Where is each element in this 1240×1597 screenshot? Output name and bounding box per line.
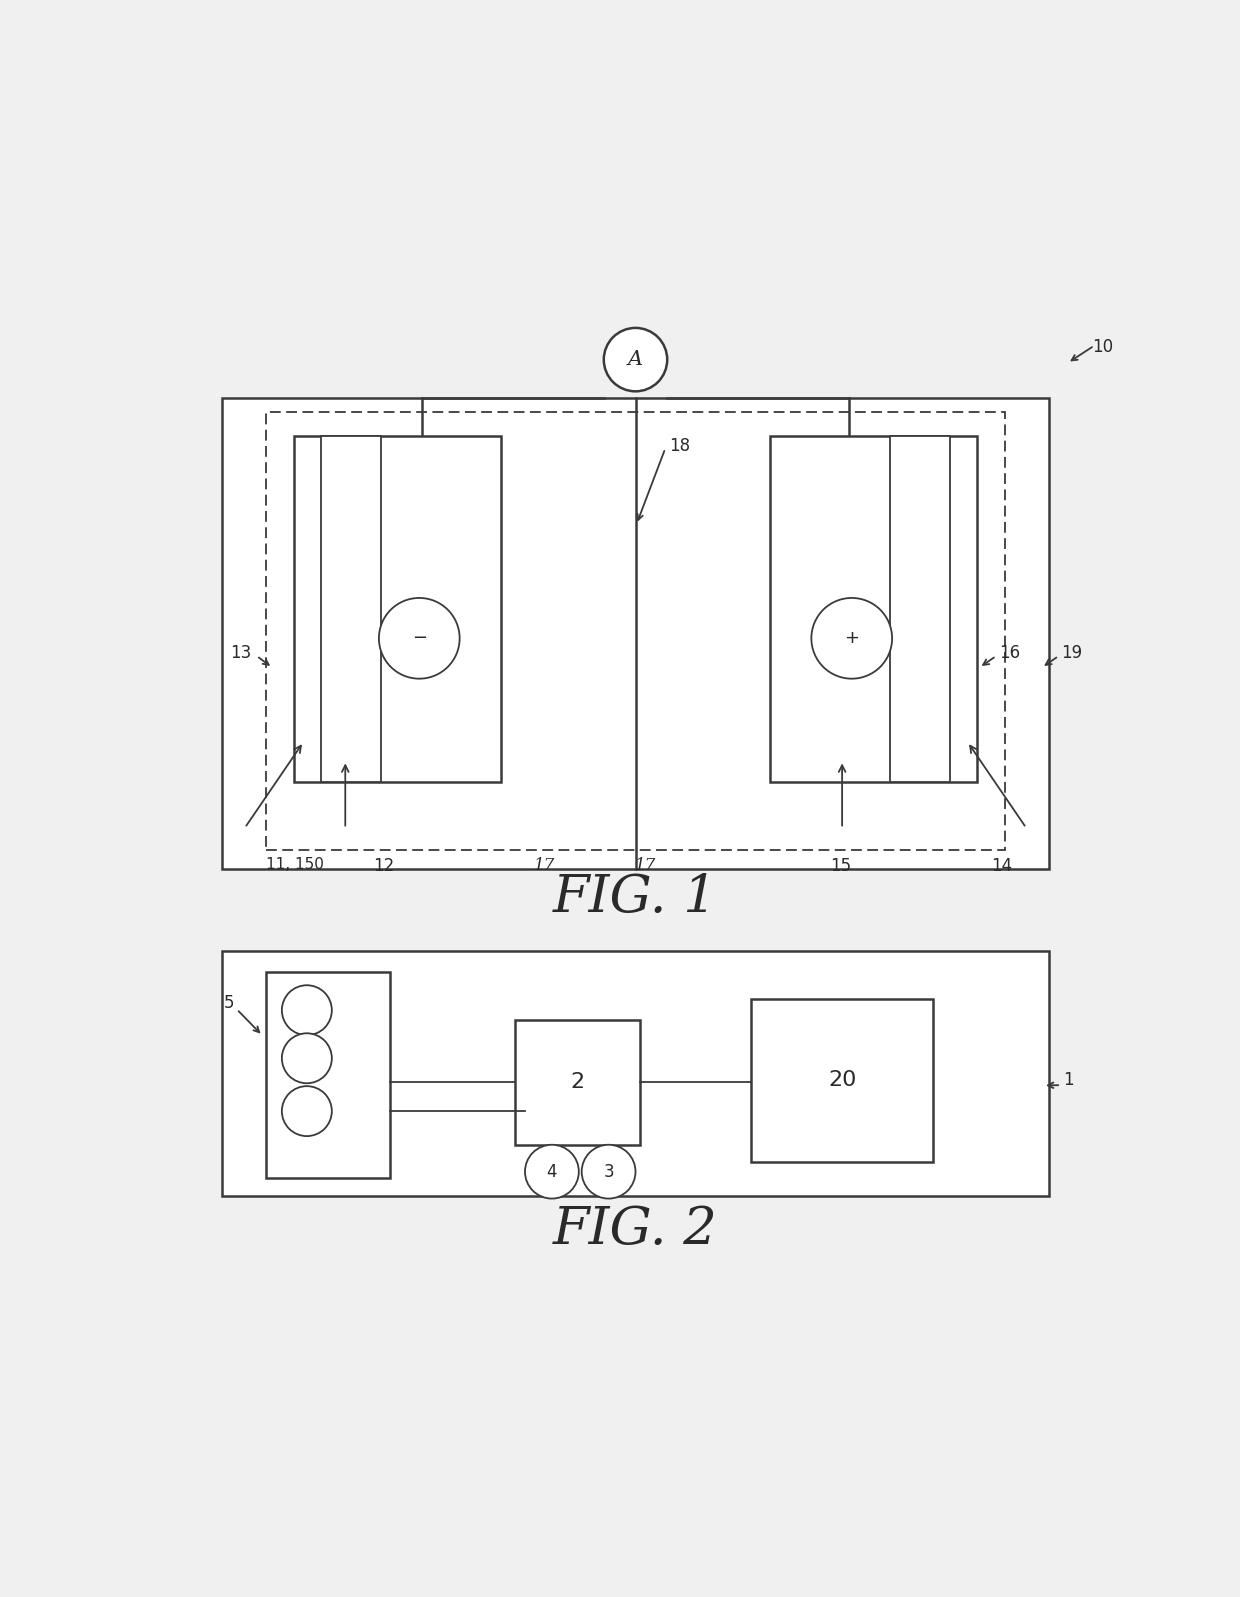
Text: A: A <box>627 350 644 369</box>
Bar <box>265 412 1006 850</box>
Text: 14: 14 <box>991 858 1012 875</box>
Text: 18: 18 <box>670 438 691 455</box>
Circle shape <box>281 1086 332 1135</box>
Text: 17: 17 <box>635 858 656 875</box>
Text: 10: 10 <box>1092 339 1114 356</box>
Text: 2: 2 <box>570 1072 585 1092</box>
Text: 4: 4 <box>547 1163 557 1180</box>
Text: 16: 16 <box>998 644 1019 661</box>
Circle shape <box>604 327 667 391</box>
Text: 11, 150: 11, 150 <box>265 858 324 872</box>
Bar <box>265 973 391 1179</box>
Bar <box>516 1020 640 1145</box>
Text: 15: 15 <box>830 858 851 875</box>
Circle shape <box>281 1033 332 1083</box>
Text: 12: 12 <box>373 858 394 875</box>
Bar <box>751 998 934 1163</box>
Bar <box>294 436 501 783</box>
Bar <box>890 436 950 783</box>
Circle shape <box>582 1145 635 1199</box>
Text: FIG. 1: FIG. 1 <box>553 872 718 923</box>
Text: FIG. 2: FIG. 2 <box>553 1204 718 1255</box>
Circle shape <box>811 597 892 679</box>
Text: 1: 1 <box>1063 1072 1074 1089</box>
Circle shape <box>379 597 460 679</box>
Text: 20: 20 <box>828 1070 857 1091</box>
Circle shape <box>525 1145 579 1199</box>
Bar <box>770 436 977 783</box>
Text: 5: 5 <box>223 995 234 1012</box>
Circle shape <box>281 985 332 1035</box>
Text: 17: 17 <box>533 858 554 875</box>
Bar <box>222 398 1049 869</box>
Bar <box>321 436 381 783</box>
Text: +: + <box>844 629 859 647</box>
Text: 13: 13 <box>229 644 250 661</box>
Text: −: − <box>412 629 427 647</box>
Text: 3: 3 <box>604 1163 614 1180</box>
Bar <box>222 950 1049 1196</box>
Text: 19: 19 <box>1061 644 1083 661</box>
